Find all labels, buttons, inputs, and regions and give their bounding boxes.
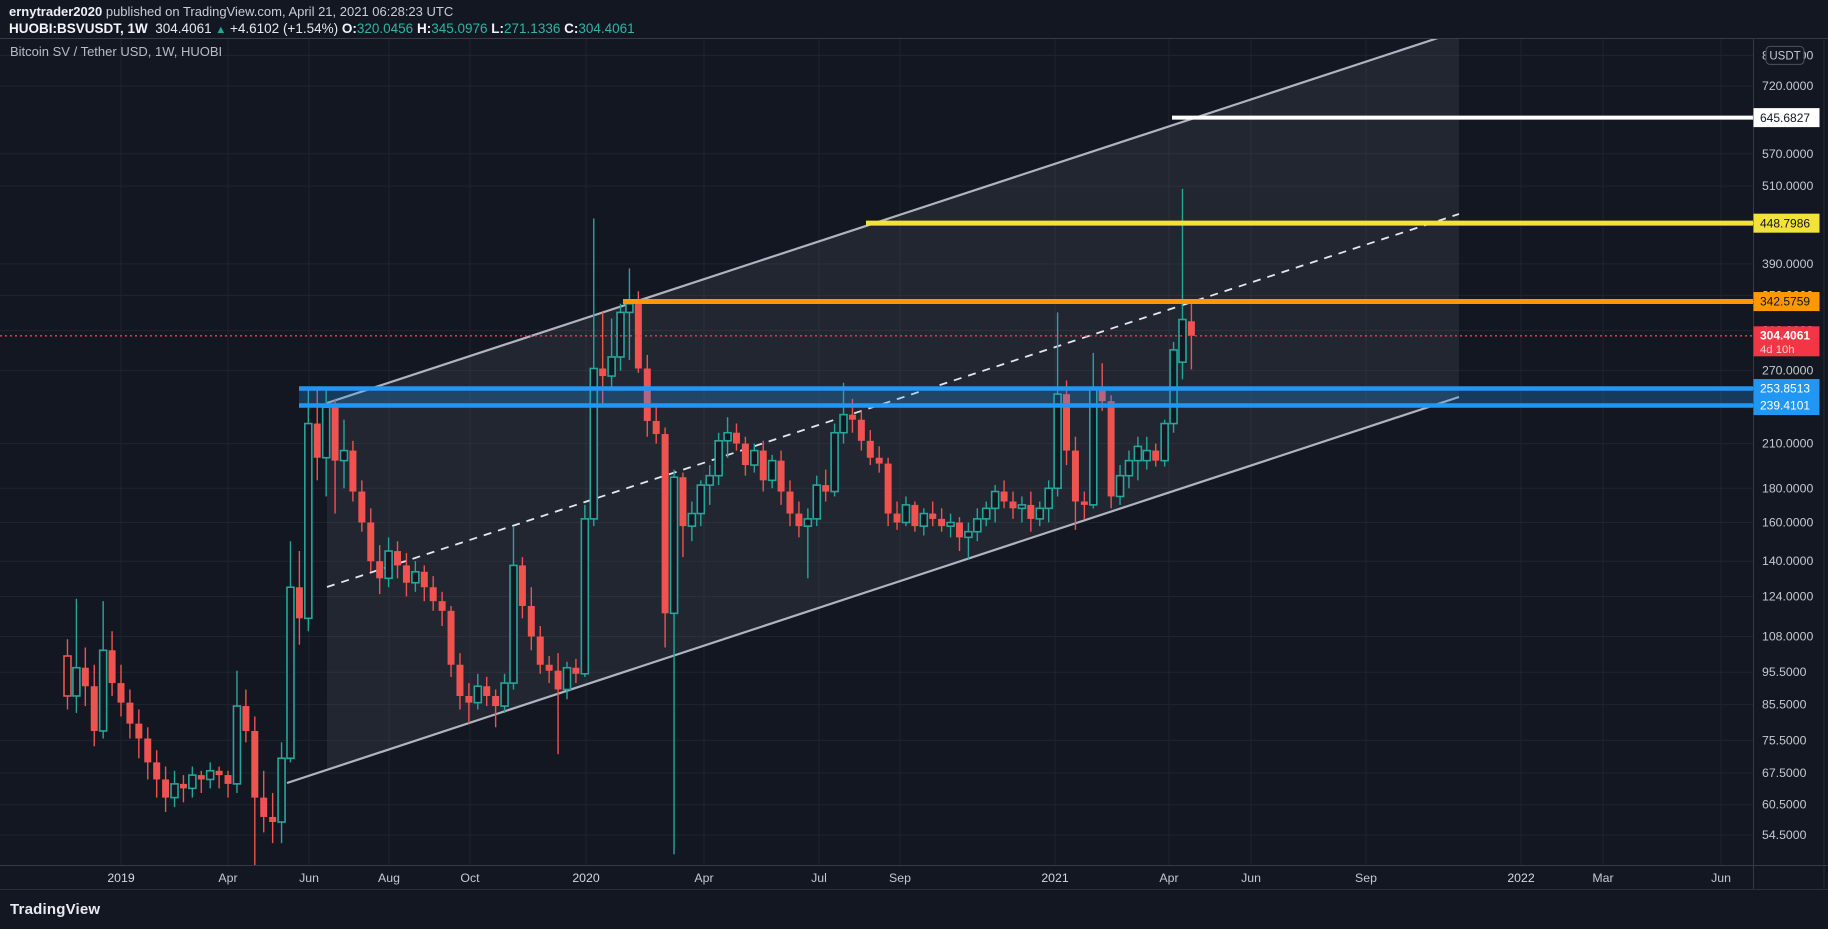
candles xyxy=(63,188,1195,865)
price-levels[interactable] xyxy=(0,115,1753,408)
price-tick: 270.0000 xyxy=(1762,364,1813,378)
svg-text:USDT: USDT xyxy=(1769,50,1800,62)
time-label: Jun xyxy=(1711,871,1731,885)
time-label: Aug xyxy=(378,871,400,885)
bar-countdown: 4d 10h xyxy=(1760,344,1795,356)
time-label: Jun xyxy=(299,871,319,885)
time-label: 2020 xyxy=(572,871,600,885)
price-tick: 124.0000 xyxy=(1762,589,1813,603)
svg-text:645.6827: 645.6827 xyxy=(1760,111,1810,125)
price-tick: 570.0000 xyxy=(1762,147,1813,161)
support-zone-fill xyxy=(299,388,1753,406)
price-tick: 180.0000 xyxy=(1762,481,1813,495)
svg-text:253.8513: 253.8513 xyxy=(1760,382,1810,396)
symbol-timeframe: HUOBI:BSVUSDT, 1W xyxy=(9,21,148,36)
price-axis[interactable]: 800.0000720.0000570.0000510.0000390.0000… xyxy=(1762,48,1813,842)
publish-info: ernytrader2020 published on TradingView.… xyxy=(9,3,453,20)
time-label: Sep xyxy=(889,871,911,885)
svg-text:342.5759: 342.5759 xyxy=(1760,295,1810,309)
price-tick: 510.0000 xyxy=(1762,179,1813,193)
level-orange-tag xyxy=(1753,292,1820,312)
support-zone-top-tag xyxy=(1753,379,1820,399)
footer-bar: TradingView xyxy=(0,890,1828,929)
author-name: ernytrader2020 xyxy=(9,4,103,19)
price-tick: 60.5000 xyxy=(1762,798,1807,812)
price-tick: 75.5000 xyxy=(1762,733,1807,747)
time-label: Jun xyxy=(1241,871,1261,885)
symbol-status-row: HUOBI:BSVUSDT, 1W 304.4061 ▲ +4.6102 (+1… xyxy=(9,20,635,39)
chart-canvas[interactable]: 800.0000720.0000570.0000510.0000390.0000… xyxy=(0,38,1828,890)
direction-up-icon: ▲ xyxy=(215,24,227,36)
close-value: 304.4061 xyxy=(578,21,635,36)
currency-unit-badge[interactable]: USDT xyxy=(1765,45,1805,65)
time-label: 2021 xyxy=(1041,871,1069,885)
price-change: +4.6102 (+1.54%) xyxy=(230,21,339,36)
high-value: 345.0976 xyxy=(431,21,488,36)
last-price: 304.4061 xyxy=(155,21,212,36)
channel-upper-line xyxy=(326,38,1439,405)
price-tick: 67.5000 xyxy=(1762,766,1807,780)
grid xyxy=(0,38,1753,865)
price-tick: 210.0000 xyxy=(1762,437,1813,451)
low-label: L: xyxy=(491,21,505,36)
tradingview-logo[interactable]: TradingView xyxy=(10,901,100,918)
pane-borders xyxy=(0,38,1828,890)
price-tick: 160.0000 xyxy=(1762,515,1813,529)
svg-text:448.7986: 448.7986 xyxy=(1760,216,1810,230)
last-price-tag-value: 304.4061 xyxy=(1760,329,1810,343)
channel-lower-line xyxy=(286,395,1460,785)
tradingview-logo-text: TradingView xyxy=(10,901,101,918)
channel-midline-dashed xyxy=(326,213,1460,588)
price-tick: 54.5000 xyxy=(1762,828,1807,842)
price-tick: 95.5000 xyxy=(1762,665,1807,679)
close-label: C: xyxy=(564,21,579,36)
time-label: 2022 xyxy=(1507,871,1535,885)
time-label: 2019 xyxy=(107,871,135,885)
level-white-tag xyxy=(1753,108,1820,128)
price-tick: 390.0000 xyxy=(1762,257,1813,271)
last-price-tag xyxy=(1753,326,1820,357)
chart-legend-title: Bitcoin SV / Tether USD, 1W, HUOBI xyxy=(10,44,223,59)
time-label: Apr xyxy=(1159,871,1178,885)
high-label: H: xyxy=(416,21,432,36)
publish-suffix: published on TradingView.com, April 21, … xyxy=(102,4,454,19)
time-label: Jul xyxy=(811,871,827,885)
time-label: Apr xyxy=(218,871,237,885)
price-tick: 140.0000 xyxy=(1762,554,1813,568)
price-tags: 645.6827 448.7986 342.5759 253.8513 239.4101… xyxy=(1753,108,1820,416)
time-label: Mar xyxy=(1592,871,1613,885)
low-value: 271.1336 xyxy=(504,21,561,36)
price-tick: 108.0000 xyxy=(1762,630,1813,644)
open-label: O: xyxy=(341,21,357,36)
time-label: Oct xyxy=(460,871,480,885)
time-label: Apr xyxy=(694,871,713,885)
time-axis[interactable]: 2019 Apr Jun Aug Oct 2020 Apr Jul Sep 2021 Apr Jun S… xyxy=(107,871,1731,885)
open-value: 320.0456 xyxy=(356,21,414,36)
support-zone-bottom-tag xyxy=(1753,396,1820,416)
price-tick: 85.5000 xyxy=(1762,697,1807,711)
level-yellow-tag xyxy=(1753,213,1820,233)
time-label: Sep xyxy=(1355,871,1377,885)
svg-text:239.4101: 239.4101 xyxy=(1760,399,1810,413)
price-tick: 720.0000 xyxy=(1762,79,1813,93)
